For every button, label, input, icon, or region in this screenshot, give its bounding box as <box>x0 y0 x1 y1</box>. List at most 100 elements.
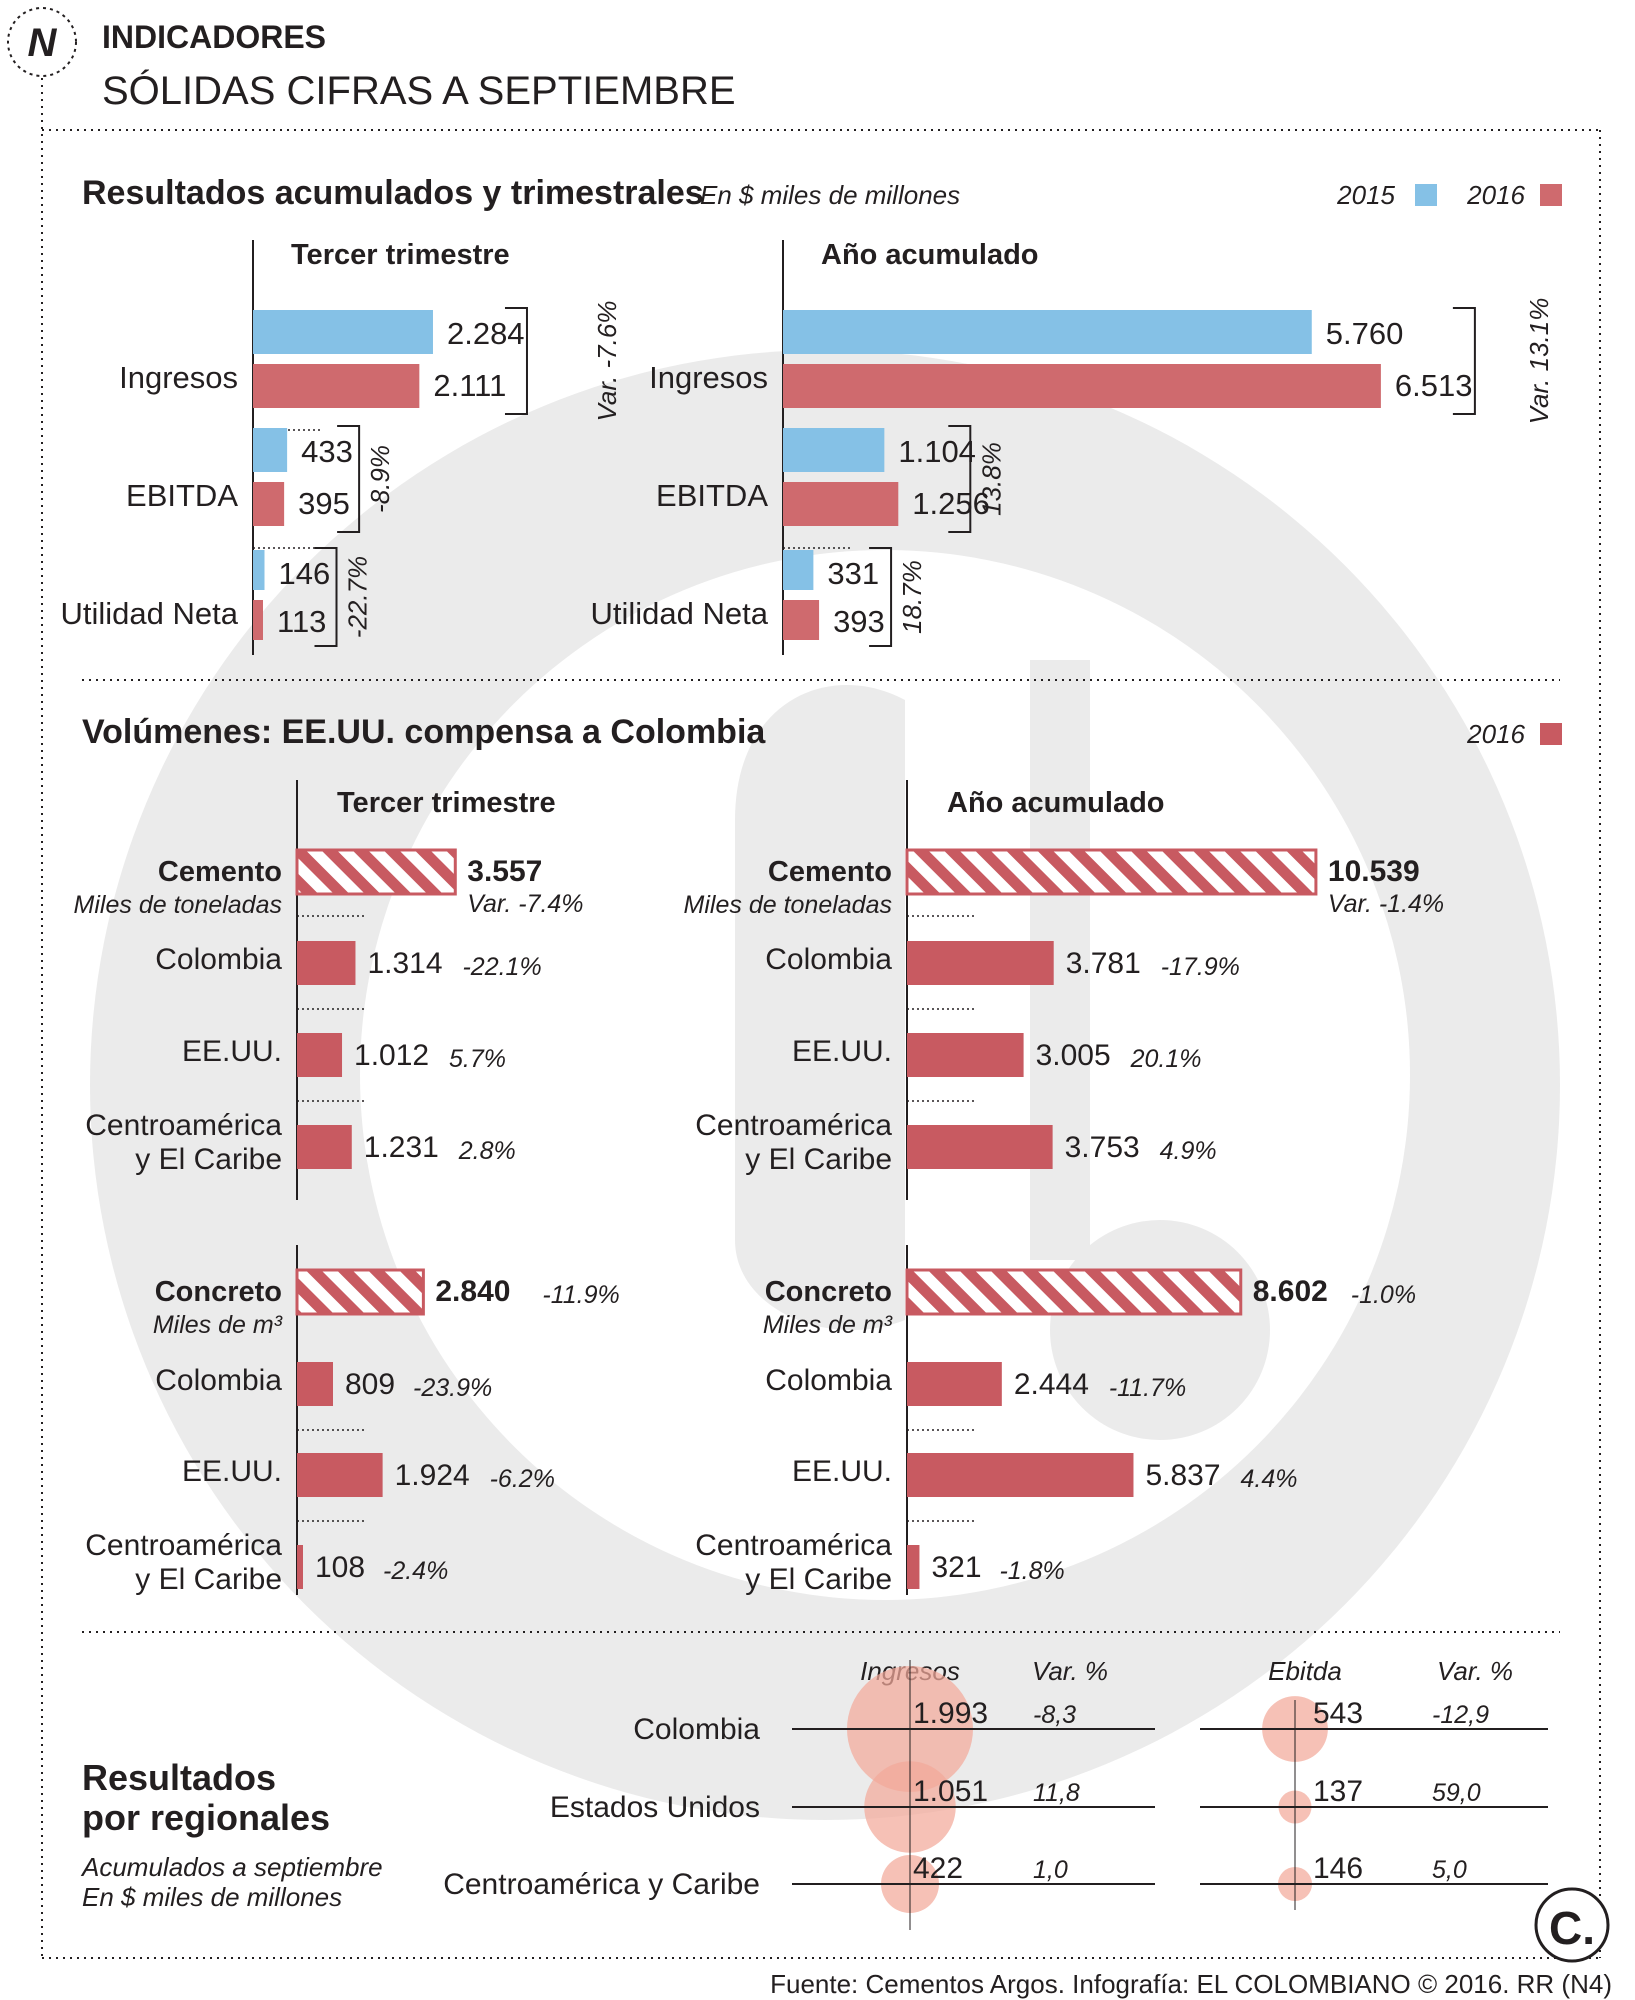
category-label: EE.UU. <box>792 1035 892 1068</box>
variation-label: 13.8% <box>976 442 1006 516</box>
unit-label: Miles de toneladas <box>684 891 892 919</box>
bar <box>907 1125 1053 1169</box>
regional-title-1: Resultados <box>82 1757 276 1798</box>
variation-label: Var. 13.1% <box>1524 298 1554 425</box>
variation-label: 2.8% <box>458 1137 516 1165</box>
regional-note-1: Acumulados a septiembre <box>80 1852 383 1882</box>
variation-label: -22.7% <box>343 556 373 638</box>
volumes-header: Volúmenes: EE.UU. compensa a Colombia 20… <box>82 713 1562 751</box>
region-label: Colombia <box>633 1713 760 1746</box>
legend-2015-label: 2015 <box>1336 180 1395 210</box>
ingresos-variation: 1,0 <box>1033 1856 1068 1884</box>
category-label: Centroamérica <box>695 1529 892 1562</box>
category-label: EBITDA <box>126 478 238 513</box>
total-variation-label: -11.9% <box>542 1281 619 1309</box>
financial-header: Resultados acumulados y trimestrales En … <box>82 174 1562 212</box>
variation-label: 5.7% <box>449 1045 506 1073</box>
regional-title-2: por regionales <box>82 1797 330 1838</box>
value-label: 2.444 <box>1014 1368 1089 1401</box>
bar-2016 <box>253 482 285 526</box>
bar-2015 <box>253 310 433 354</box>
bar-2015 <box>783 428 885 472</box>
value-label: 1.314 <box>367 947 442 980</box>
category-label: y El Caribe <box>135 1143 282 1176</box>
value-label-2015: 331 <box>827 556 879 591</box>
total-bar <box>905 1268 1243 1316</box>
col-header-ebitda: Ebitda <box>1268 1656 1342 1686</box>
category-label: Centroamérica <box>695 1109 892 1142</box>
value-label-2015: 433 <box>301 434 353 469</box>
volume-panel-concreto-q3: Concreto Miles de m³ 2.840 -11.9% Colombia 80… <box>85 1245 620 1596</box>
logo-letter: N <box>28 21 58 65</box>
category-label: Ingresos <box>649 360 768 395</box>
total-bar <box>295 1268 425 1316</box>
value-label: 3.781 <box>1066 947 1141 980</box>
category-label: Ingresos <box>119 360 238 395</box>
ebitda-value: 137 <box>1313 1775 1363 1808</box>
bar-2015 <box>253 550 265 590</box>
value-label-2016: 113 <box>277 604 326 639</box>
value-label: 108 <box>315 1551 365 1584</box>
category-label: Colombia <box>765 943 892 976</box>
bar-2016 <box>783 600 820 640</box>
bar <box>907 1362 1002 1406</box>
unit-label: Miles de m³ <box>153 1311 283 1339</box>
regional-note-2: En $ miles de millones <box>82 1882 342 1912</box>
total-value-label: 10.539 <box>1328 855 1420 888</box>
category-label: EE.UU. <box>792 1455 892 1488</box>
product-label: Cemento <box>158 856 282 888</box>
value-label-2015: 2.284 <box>447 316 525 351</box>
bar <box>907 941 1054 985</box>
bar <box>907 1453 1134 1497</box>
variation-bracket <box>948 425 972 533</box>
variation-bracket <box>869 547 893 647</box>
total-variation-label: Var. -1.4% <box>1328 890 1444 918</box>
total-value-label: 3.557 <box>467 855 542 888</box>
value-label-2016: 395 <box>298 486 350 521</box>
value-label-2015: 5.760 <box>1326 316 1404 351</box>
volume-panel-concreto-ytd: Concreto Miles de m³ 8.602 -1.0% Colombia 2.4… <box>695 1245 1416 1596</box>
ingresos-value: 1.051 <box>913 1775 988 1808</box>
bar-2015 <box>783 310 1312 354</box>
category-label: y El Caribe <box>745 1563 892 1596</box>
variation-label: -17.9% <box>1161 953 1240 981</box>
value-label-2015: 146 <box>279 556 331 591</box>
unit-label: Miles de toneladas <box>74 891 282 919</box>
volumes-legend-label: 2016 <box>1466 719 1525 749</box>
bar <box>297 1125 352 1169</box>
page-title: SÓLIDAS CIFRAS A SEPTIEMBRE <box>102 68 736 113</box>
category-label: Colombia <box>155 943 282 976</box>
col-header-var-ebitda: Var. % <box>1437 1656 1513 1686</box>
panel-title: Tercer trimestre <box>291 239 510 271</box>
watermark-logo <box>90 350 1560 1820</box>
source-credit: Fuente: Cementos Argos. Infografía: EL C… <box>770 1969 1612 1999</box>
value-label: 321 <box>931 1551 981 1584</box>
total-bar <box>295 848 457 896</box>
value-label: 1.012 <box>354 1039 429 1072</box>
category-label: EE.UU. <box>182 1035 282 1068</box>
panel-title: Año acumulado <box>947 787 1165 819</box>
bar <box>907 1545 920 1589</box>
product-label: Cemento <box>768 856 892 888</box>
frame <box>41 78 1601 1959</box>
product-label: Concreto <box>155 1276 282 1308</box>
category-label: y El Caribe <box>135 1563 282 1596</box>
value-label: 3.753 <box>1065 1131 1140 1164</box>
total-variation-label: Var. -7.4% <box>467 890 583 918</box>
bar <box>297 1362 334 1406</box>
region-label: Centroamérica y Caribe <box>443 1868 760 1901</box>
brand-mark: C. <box>1549 1902 1595 1954</box>
category-label: Colombia <box>155 1364 282 1397</box>
bar-2016 <box>253 364 420 408</box>
legend-2016-label: 2016 <box>1466 180 1525 210</box>
category-label: Centroamérica <box>85 1529 282 1562</box>
panel-title: Tercer trimestre <box>337 787 556 819</box>
ebitda-variation: 59,0 <box>1432 1779 1481 1807</box>
variation-bracket <box>1452 307 1476 415</box>
bar <box>907 1033 1024 1077</box>
product-label: Concreto <box>765 1276 892 1308</box>
volume-panel-cemento-ytd: Año acumulado Cemento Miles de toneladas 10… <box>684 780 1444 1200</box>
total-value-label: 8.602 <box>1253 1275 1328 1308</box>
col-header-var-ing: Var. % <box>1032 1656 1108 1686</box>
bar-2015 <box>253 428 288 472</box>
